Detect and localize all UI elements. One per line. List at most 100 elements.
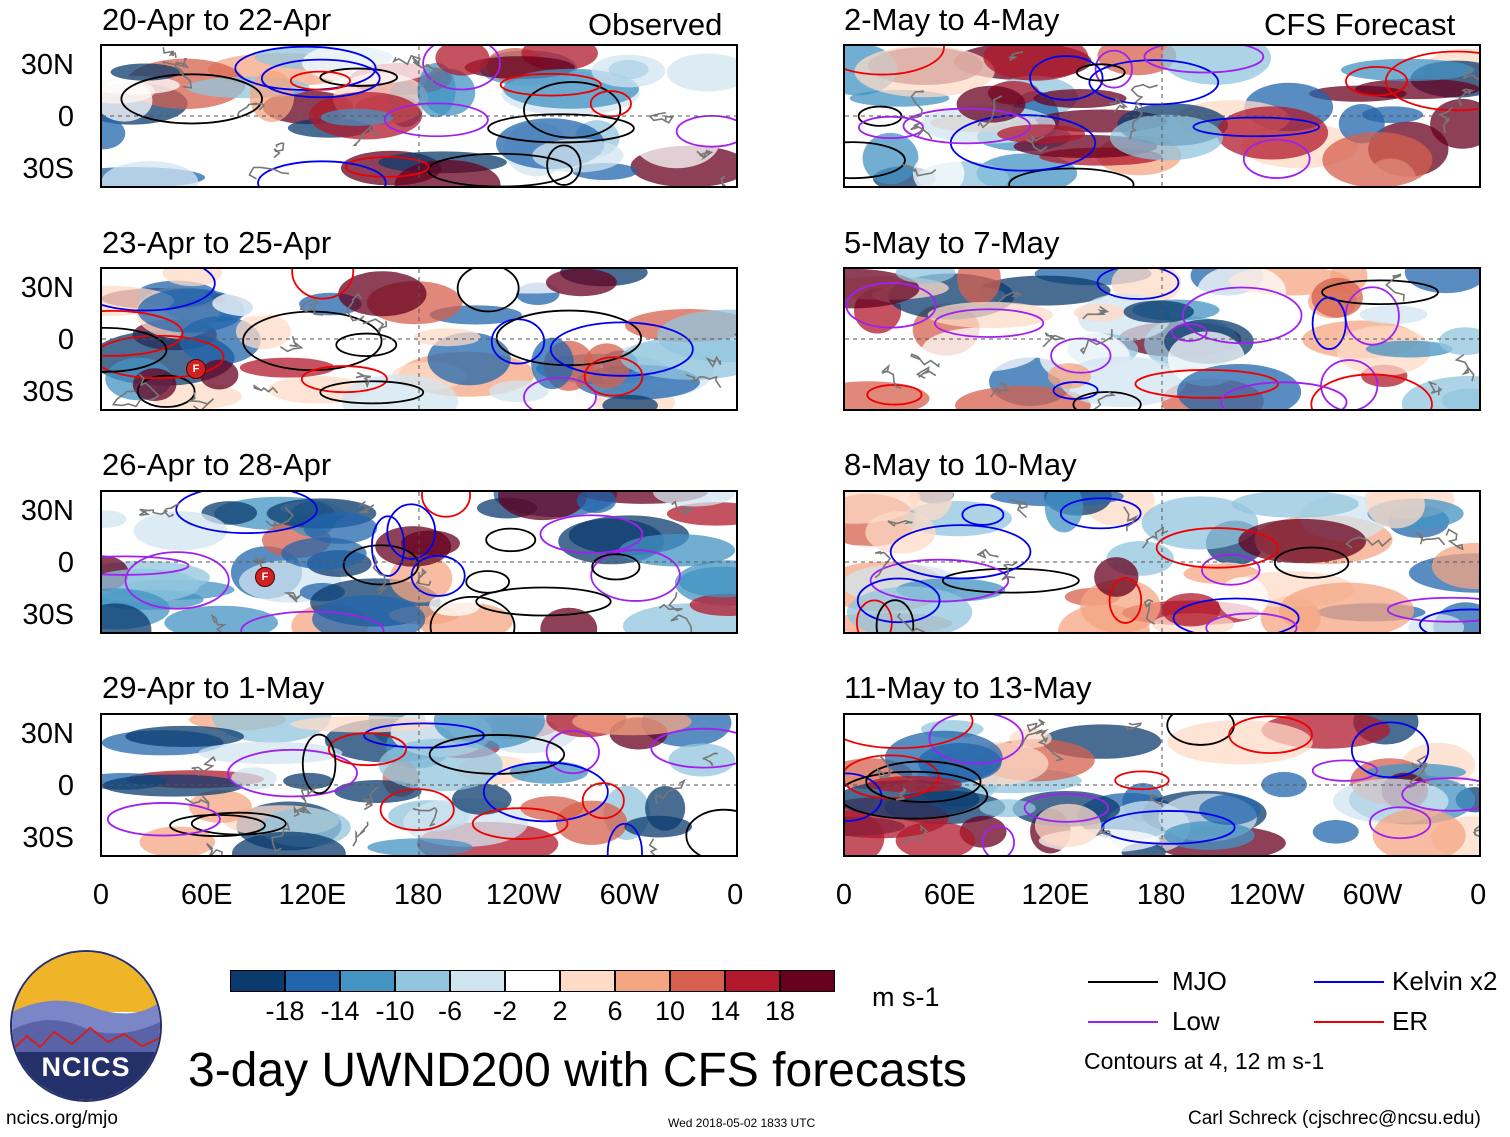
colorbar-bin xyxy=(285,970,340,992)
map-canvas xyxy=(102,269,736,409)
wave-contour xyxy=(1181,286,1303,345)
uwnd-anomaly-blob xyxy=(955,385,1091,409)
lon-label: 180 xyxy=(1136,879,1186,911)
uwnd-anomaly-blob xyxy=(957,269,1001,305)
wave-contour xyxy=(260,58,381,99)
map-canvas xyxy=(845,715,1479,855)
colorbar-units: m s-1 xyxy=(872,982,940,1012)
uwnd-anomaly-blob xyxy=(1123,300,1194,323)
wave-contour xyxy=(1059,497,1142,530)
wave-contour xyxy=(591,553,641,581)
footer-url[interactable]: ncics.org/mjo xyxy=(6,1108,118,1129)
coastline xyxy=(111,373,215,409)
map-panel-observed-3 xyxy=(100,490,738,634)
wave-contour xyxy=(175,492,318,535)
uwnd-anomaly-blob xyxy=(164,605,279,632)
contour-note: Contours at 4, 12 m s-1 xyxy=(1084,1048,1325,1074)
map-canvas xyxy=(845,269,1479,409)
uwnd-anomaly-blob xyxy=(865,511,936,554)
uwnd-anomaly-blob xyxy=(656,309,736,363)
wave-contour xyxy=(1205,612,1298,632)
panel-title-observed-3: 26-Apr to 28-Apr xyxy=(102,447,332,482)
coastline xyxy=(1109,83,1158,140)
wave-contour xyxy=(866,384,923,406)
wave-contour xyxy=(1384,50,1479,112)
coastline xyxy=(252,298,324,394)
uwnd-anomaly-blob xyxy=(540,607,598,632)
uwnd-anomaly-blob xyxy=(1340,58,1475,82)
contour-legend: MJO Kelvin x2 Low ER Contours at 4, 12 m… xyxy=(1084,966,1508,1086)
colorbar-tick-label: -14 xyxy=(320,996,360,1026)
wave-contour xyxy=(606,822,643,855)
wave-contour xyxy=(1401,777,1479,812)
uwnd-anomaly-blob xyxy=(341,374,459,409)
footer-timestamp: Wed 2018-05-02 1833 UTC xyxy=(668,1116,816,1130)
coastline xyxy=(236,102,290,180)
colorbar-bin xyxy=(670,970,725,992)
wave-contour xyxy=(650,727,736,769)
lat-label: 30S xyxy=(22,376,74,408)
wave-contour xyxy=(845,715,974,749)
uwnd-anomaly-blob xyxy=(110,63,181,81)
lat-label: 0 xyxy=(57,770,74,802)
lat-label: 30S xyxy=(22,599,74,631)
wave-contour xyxy=(327,732,408,767)
uwnd-anomaly-blob xyxy=(619,534,736,567)
observed-header: Observed xyxy=(588,7,723,42)
uwnd-anomaly-blob xyxy=(249,70,295,122)
coastline xyxy=(358,500,432,596)
coastline xyxy=(1385,273,1475,396)
wave-contour xyxy=(319,67,399,87)
lat-label: 30S xyxy=(22,822,74,854)
wave-contour xyxy=(1088,59,1220,106)
uwnd-anomaly-blob xyxy=(583,343,631,389)
lon-label: 180 xyxy=(393,879,443,911)
uwnd-anomaly-blob xyxy=(1366,492,1425,529)
uwnd-anomaly-blob xyxy=(1311,277,1363,318)
wave-contour xyxy=(857,115,924,140)
coastline xyxy=(1123,506,1169,625)
wave-contour xyxy=(1029,55,1104,101)
uwnd-anomaly-blob xyxy=(389,554,453,603)
colorbar-tick-label: -6 xyxy=(437,996,462,1026)
wave-contour xyxy=(590,549,681,602)
uwnd-anomaly-blob xyxy=(125,725,245,747)
uwnd-anomaly-blob xyxy=(199,359,239,390)
colorbar-bin xyxy=(615,970,670,992)
coastline xyxy=(352,54,441,147)
lat-label: 0 xyxy=(57,547,74,579)
uwnd-anomaly-blob xyxy=(1231,492,1359,518)
coastline xyxy=(876,754,929,845)
colorbar-tick-label: -10 xyxy=(375,996,415,1026)
map-panel-observed-2 xyxy=(100,267,738,411)
wave-contour xyxy=(981,825,1015,855)
wave-contour xyxy=(1228,715,1313,755)
wave-contour xyxy=(1023,793,1110,823)
wave-contour xyxy=(1273,546,1350,579)
wave-contour xyxy=(120,73,263,125)
coastline xyxy=(881,353,940,389)
colorbar-bin xyxy=(725,970,780,992)
coastline xyxy=(346,292,388,389)
uwnd-anomaly-blob xyxy=(1094,557,1139,597)
wave-contour xyxy=(240,610,385,632)
wave-contour xyxy=(335,332,398,358)
uwnd-anomaly-blob xyxy=(854,46,995,98)
uwnd-anomaly-blob xyxy=(1109,114,1224,161)
main-title: 3-day UWND200 with CFS forecasts xyxy=(188,1044,967,1097)
wave-contour xyxy=(875,599,915,632)
wave-contour xyxy=(1242,138,1311,179)
wave-contour xyxy=(1311,296,1347,350)
uwnd-anomaly-blob xyxy=(102,117,126,150)
uwnd-anomaly-blob xyxy=(1431,542,1479,589)
uwnd-anomaly-blob xyxy=(624,815,693,838)
wave-contour xyxy=(589,90,632,118)
wave-contour xyxy=(865,760,982,803)
uwnd-anomaly-blob xyxy=(1034,803,1102,847)
uwnd-anomaly-blob xyxy=(909,492,953,521)
wave-contour xyxy=(319,380,425,405)
map-panel-forecast-2 xyxy=(843,267,1481,411)
coastline xyxy=(139,502,227,632)
map-panel-observed-4 xyxy=(100,713,738,857)
uwnd-anomaly-blob xyxy=(1365,340,1453,358)
